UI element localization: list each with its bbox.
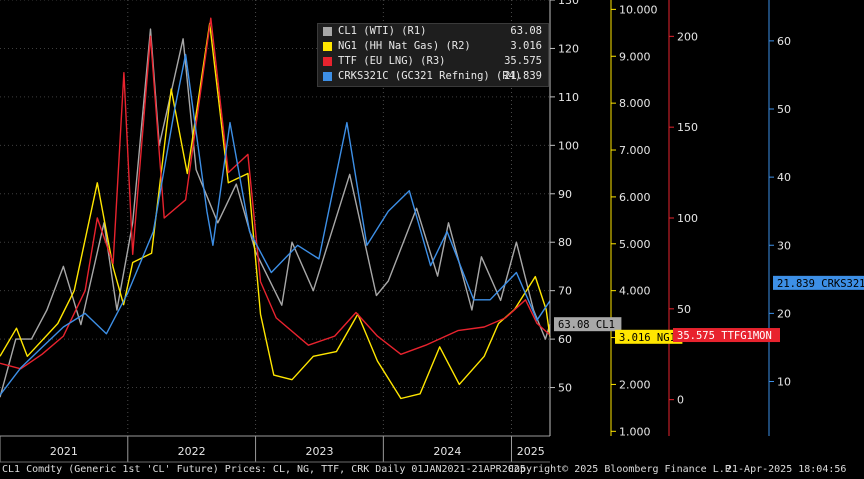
y-tick-label: 30 (777, 239, 791, 252)
x-tick-label: 2022 (178, 445, 206, 458)
y-tick-label: 50 (558, 382, 572, 395)
last-value-tag: 3.016 NG1 (619, 332, 676, 344)
legend-value-ng1: 3.016 (510, 40, 542, 52)
legend-item-ng1: NG1 (HH Nat Gas) (R2) 3.016 (318, 39, 548, 54)
legend-label-crks: CRKS321C (GC321 Refning) (R4) (338, 70, 522, 82)
series-line (0, 28, 551, 398)
legend-swatch-ttf (323, 57, 332, 66)
x-tick-label: 2025 (517, 445, 545, 458)
y-tick-label: 60 (558, 333, 572, 346)
y-tick-label: 2.000 (619, 378, 651, 391)
legend-value-cl1: 63.08 (510, 25, 542, 37)
footer-description: CL1 Comdty (Generic 1st 'CL' Future) Pri… (2, 464, 526, 475)
legend-item-ttf: TTF (EU LNG) (R3) 35.575 (318, 54, 548, 69)
last-value-tag-bg (773, 275, 864, 290)
last-value-tag: 35.575 TTFG1MON (677, 330, 772, 342)
y-tick-label: 130 (558, 0, 579, 7)
x-tick-label: 2024 (433, 445, 461, 458)
y-tick-label: 50 (777, 103, 791, 116)
x-tick-label: 2023 (305, 445, 333, 458)
series-layer (0, 17, 551, 400)
series-line (0, 17, 551, 370)
y-tick-label: 200 (677, 30, 698, 43)
legend-value-ttf: 35.575 (504, 55, 542, 67)
last-value-tag-bg (673, 328, 780, 343)
series-line (0, 53, 551, 396)
legend: CL1 (WTI) (R1) 63.08 NG1 (HH Nat Gas) (R… (317, 23, 549, 87)
legend-item-cl1: CL1 (WTI) (R1) 63.08 (318, 24, 548, 39)
y-tick-label: 4.000 (619, 285, 651, 298)
y-axes: 50607080901001101201301.0002.0003.0004.0… (549, 0, 791, 438)
y-tick-label: 120 (558, 42, 579, 55)
x-axis: 2021 2022 2023 2024 2025 (0, 435, 550, 463)
legend-label-ng1: NG1 (HH Nat Gas) (R2) (338, 40, 471, 52)
y-tick-label: 7.000 (619, 144, 651, 157)
y-tick-label: 100 (558, 139, 579, 152)
y-tick-label: 6.000 (619, 191, 651, 204)
last-value-tags: 63.08 CL1 3.016 NG1 35.575 TTFG1MON 21.839 … (554, 275, 864, 344)
y-tick-label: 8.000 (619, 97, 651, 110)
legend-swatch-cl1 (323, 27, 332, 36)
y-tick-label: 1.000 (619, 425, 651, 438)
y-tick-label: 80 (558, 236, 572, 249)
y-tick-label: 50 (677, 303, 691, 316)
y-tick-label: 20 (777, 307, 791, 320)
y-tick-label: 100 (677, 212, 698, 225)
series-line (0, 22, 551, 400)
footer-timestamp: 21-Apr-2025 18:04:56 (726, 464, 847, 475)
y-tick-label: 70 (558, 285, 572, 298)
last-value-tag: 21.839 CRKS321C (777, 278, 864, 290)
y-tick-label: 40 (777, 171, 791, 184)
y-tick-label: 10 (777, 376, 791, 389)
y-tick-label: 110 (558, 91, 579, 104)
last-value-tag: 63.08 CL1 (558, 319, 615, 331)
legend-swatch-crks (323, 72, 332, 81)
legend-value-crks: 21.839 (504, 70, 542, 82)
y-tick-label: 0 (677, 394, 684, 407)
last-value-tag-bg (554, 317, 622, 332)
y-tick-label: 90 (558, 188, 572, 201)
y-tick-label: 60 (777, 35, 791, 48)
y-tick-label: 10.000 (619, 3, 658, 16)
last-value-tag-bg (615, 329, 683, 344)
legend-label-ttf: TTF (EU LNG) (R3) (338, 55, 446, 67)
legend-label-cl1: CL1 (WTI) (R1) (338, 25, 427, 37)
y-tick-label: 9.000 (619, 50, 651, 63)
legend-item-crks: CRKS321C (GC321 Refning) (R4) 21.839 (318, 69, 548, 84)
legend-swatch-ng1 (323, 42, 332, 51)
y-tick-label: 150 (677, 121, 698, 134)
y-tick-label: 5.000 (619, 238, 651, 251)
x-tick-label: 2021 (50, 445, 78, 458)
footer-copyright: Copyright© 2025 Bloomberg Finance L.P. (508, 464, 737, 475)
